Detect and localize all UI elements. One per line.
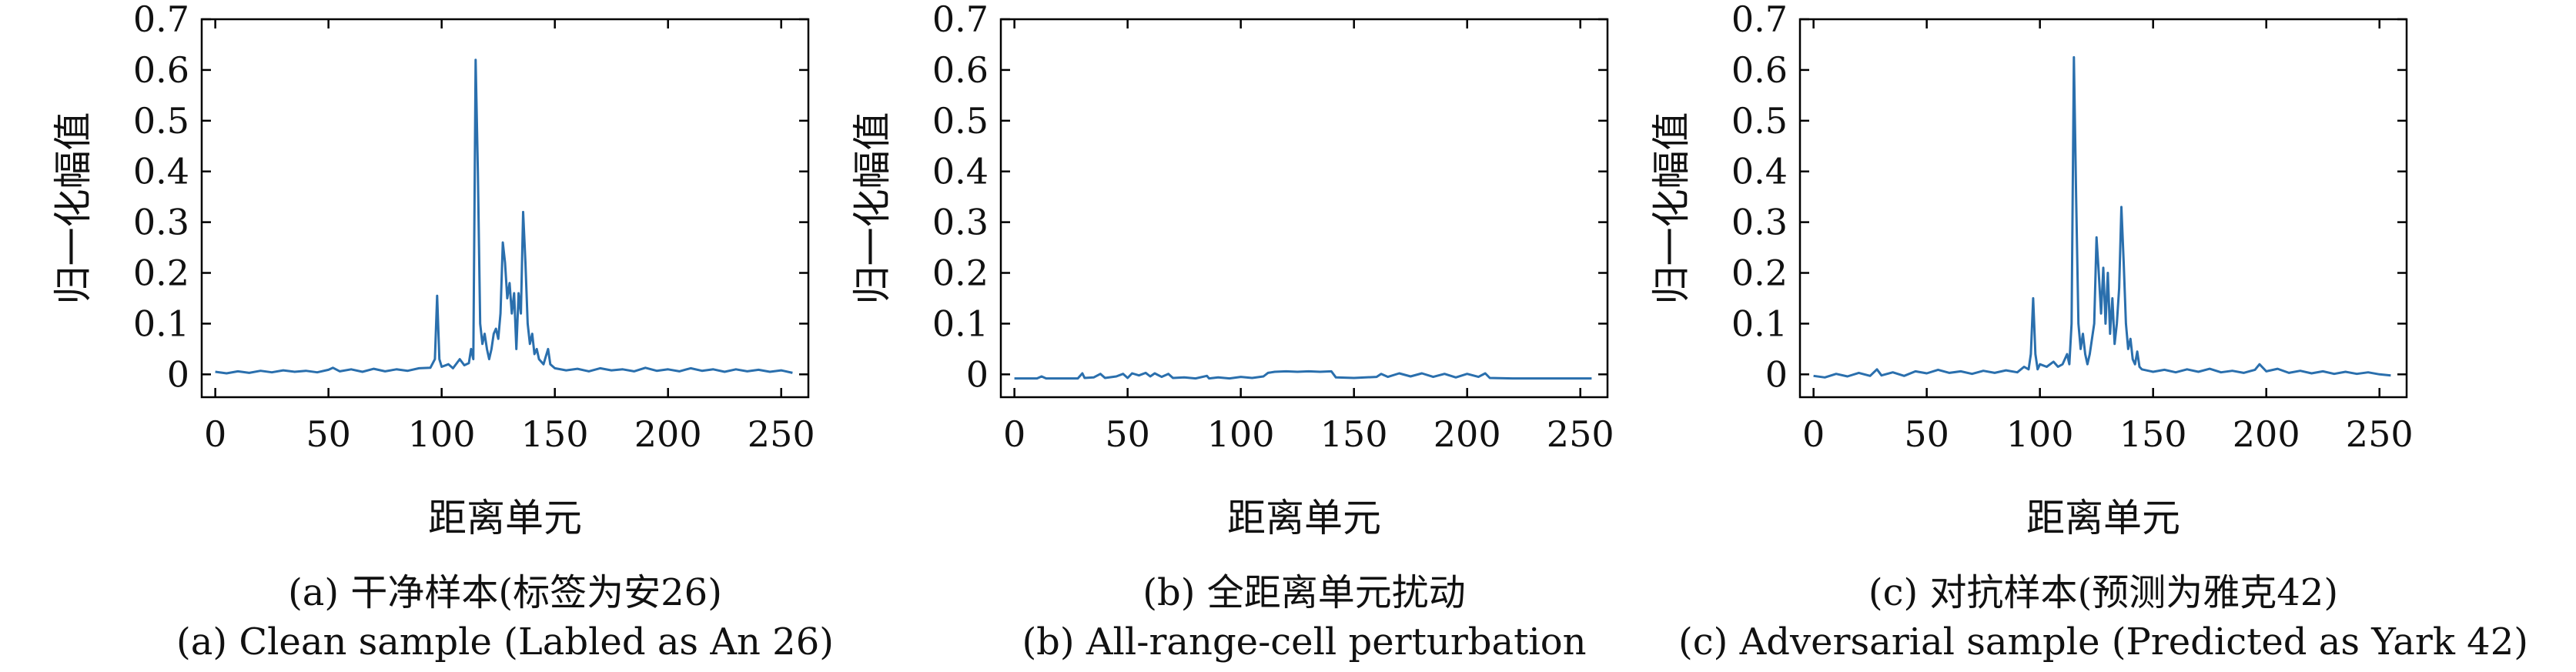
y-axis-label: 归一化幅值 — [51, 112, 95, 305]
x-tick-label: 150 — [2119, 413, 2187, 455]
x-tick-label: 150 — [521, 413, 589, 455]
x-tick-label: 200 — [2233, 413, 2300, 455]
y-tick-label: 0.6 — [932, 49, 989, 91]
y-tick-label: 0 — [167, 353, 189, 395]
y-tick-label: 0.2 — [133, 252, 189, 294]
x-tick-label: 250 — [1547, 413, 1614, 455]
caption-english: (a) Clean sample (Labled as An 26) — [176, 620, 834, 664]
x-tick-label: 200 — [1434, 413, 1501, 455]
x-tick-label: 50 — [1105, 413, 1150, 455]
series-line-0 — [1014, 369, 1592, 380]
y-tick-label: 0.2 — [1731, 252, 1788, 294]
series-line-0 — [1813, 55, 2391, 379]
y-tick-label: 0.5 — [1731, 100, 1788, 142]
x-tick-label: 200 — [634, 413, 702, 455]
x-tick-label: 0 — [1003, 413, 1025, 455]
y-tick-label: 0.3 — [1731, 202, 1788, 243]
caption-english: (c) Adversarial sample (Predicted as Yar… — [1678, 620, 2528, 664]
y-tick-label: 0.7 — [133, 0, 189, 40]
x-tick-label: 50 — [306, 413, 351, 455]
y-tick-label: 0.7 — [932, 0, 989, 40]
x-tick-label: 0 — [204, 413, 226, 455]
y-tick-label: 0.6 — [1731, 49, 1788, 91]
y-tick-label: 0.7 — [1731, 0, 1788, 40]
y-tick-label: 0.4 — [932, 151, 989, 192]
y-tick-label: 0.3 — [932, 202, 989, 243]
y-tick-label: 0.4 — [133, 151, 189, 192]
caption-chinese: (b) 全距离单元扰动 — [1142, 571, 1465, 614]
y-tick-label: 0.1 — [133, 303, 189, 344]
plot-frame-1 — [999, 18, 1609, 399]
x-tick-label: 150 — [1320, 413, 1388, 455]
plot-frame-0 — [200, 18, 810, 399]
y-tick-label: 0.5 — [932, 100, 989, 142]
x-tick-label: 0 — [1802, 413, 1825, 455]
x-axis-label: 距离单元 — [2026, 496, 2180, 540]
caption-chinese: (a) 干净样本(标签为安26) — [288, 571, 722, 614]
plot-frame-2 — [1798, 18, 2408, 399]
y-tick-label: 0 — [966, 353, 989, 395]
x-axis-label: 距离单元 — [428, 496, 582, 540]
y-tick-label: 0.1 — [1731, 303, 1788, 344]
x-tick-label: 100 — [408, 413, 476, 455]
y-tick-label: 0.4 — [1731, 151, 1788, 192]
caption-chinese: (c) 对抗样本(预测为雅克42) — [1868, 571, 2338, 614]
y-tick-label: 0.2 — [932, 252, 989, 294]
y-tick-label: 0 — [1765, 353, 1788, 395]
y-tick-label: 0.5 — [133, 100, 189, 142]
series-line-0 — [215, 59, 793, 375]
x-tick-label: 50 — [1904, 413, 1949, 455]
x-tick-label: 250 — [748, 413, 815, 455]
y-tick-label: 0.3 — [133, 202, 189, 243]
x-axis-label: 距离单元 — [1227, 496, 1381, 540]
caption-english: (b) All-range-cell perturbation — [1022, 620, 1586, 664]
x-tick-label: 250 — [2346, 413, 2414, 455]
x-tick-label: 100 — [1207, 413, 1275, 455]
y-axis-label: 归一化幅值 — [850, 112, 895, 305]
y-tick-label: 0.6 — [133, 49, 189, 91]
y-tick-label: 0.1 — [932, 303, 989, 344]
x-tick-label: 100 — [2006, 413, 2074, 455]
y-axis-label: 归一化幅值 — [1649, 112, 1694, 305]
